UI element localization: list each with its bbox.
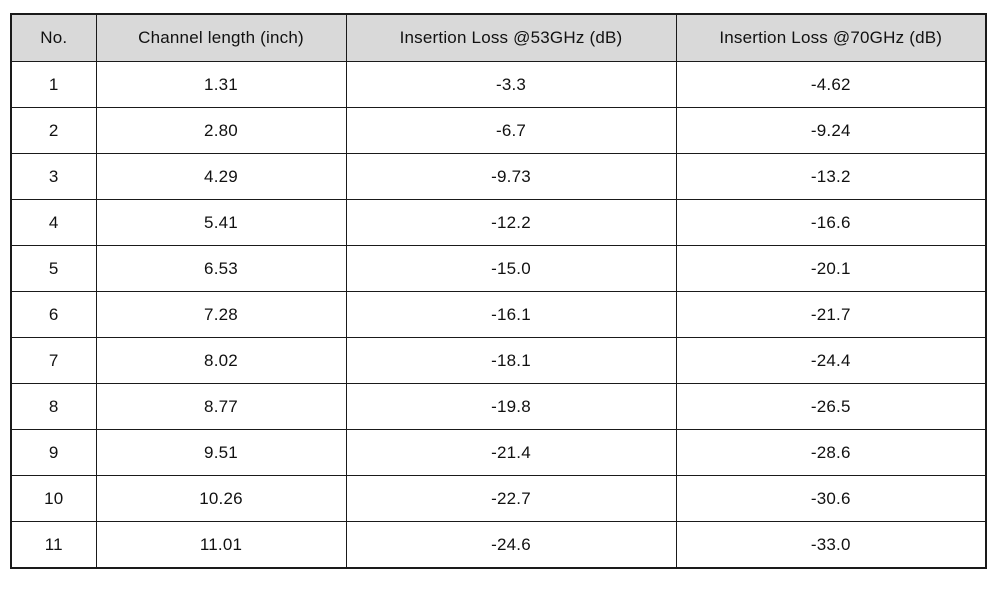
cell-il70: -20.1	[675, 245, 987, 292]
cell-il70: -26.5	[675, 383, 987, 430]
cell-il70: -16.6	[675, 199, 987, 246]
cell-no: 11	[10, 521, 97, 569]
insertion-loss-table: No. Channel length (inch) Insertion Loss…	[10, 13, 987, 569]
cell-il70: -28.6	[675, 429, 987, 476]
cell-no: 9	[10, 429, 97, 476]
table-row: 3 4.29 -9.73 -13.2	[10, 153, 987, 200]
table-header-row: No. Channel length (inch) Insertion Loss…	[10, 13, 987, 62]
table-row: 2 2.80 -6.7 -9.24	[10, 107, 987, 154]
table-row: 10 10.26 -22.7 -30.6	[10, 475, 987, 522]
table-row: 4 5.41 -12.2 -16.6	[10, 199, 987, 246]
table-row: 6 7.28 -16.1 -21.7	[10, 291, 987, 338]
cell-len: 4.29	[95, 153, 347, 200]
cell-no: 4	[10, 199, 97, 246]
cell-no: 3	[10, 153, 97, 200]
table-row: 1 1.31 -3.3 -4.62	[10, 61, 987, 108]
cell-il53: -19.8	[345, 383, 677, 430]
table-row: 9 9.51 -21.4 -28.6	[10, 429, 987, 476]
cell-len: 9.51	[95, 429, 347, 476]
table-row: 5 6.53 -15.0 -20.1	[10, 245, 987, 292]
table-row: 7 8.02 -18.1 -24.4	[10, 337, 987, 384]
cell-il70: -9.24	[675, 107, 987, 154]
insertion-loss-table-container: No. Channel length (inch) Insertion Loss…	[10, 13, 987, 569]
table-row: 11 11.01 -24.6 -33.0	[10, 521, 987, 569]
cell-il53: -3.3	[345, 61, 677, 108]
cell-no: 8	[10, 383, 97, 430]
cell-no: 7	[10, 337, 97, 384]
cell-il53: -6.7	[345, 107, 677, 154]
cell-il53: -15.0	[345, 245, 677, 292]
cell-il70: -13.2	[675, 153, 987, 200]
cell-il53: -18.1	[345, 337, 677, 384]
cell-il53: -22.7	[345, 475, 677, 522]
column-header-no: No.	[10, 13, 97, 62]
cell-len: 6.53	[95, 245, 347, 292]
cell-len: 1.31	[95, 61, 347, 108]
cell-no: 1	[10, 61, 97, 108]
cell-no: 6	[10, 291, 97, 338]
cell-il70: -33.0	[675, 521, 987, 569]
cell-len: 7.28	[95, 291, 347, 338]
column-header-insertion-loss-70ghz: Insertion Loss @70GHz (dB)	[675, 13, 987, 62]
cell-il53: -21.4	[345, 429, 677, 476]
cell-il53: -12.2	[345, 199, 677, 246]
column-header-insertion-loss-53ghz: Insertion Loss @53GHz (dB)	[345, 13, 677, 62]
cell-no: 2	[10, 107, 97, 154]
cell-len: 10.26	[95, 475, 347, 522]
cell-il70: -24.4	[675, 337, 987, 384]
cell-il70: -21.7	[675, 291, 987, 338]
cell-no: 10	[10, 475, 97, 522]
cell-il53: -24.6	[345, 521, 677, 569]
cell-il53: -16.1	[345, 291, 677, 338]
cell-len: 11.01	[95, 521, 347, 569]
cell-il70: -30.6	[675, 475, 987, 522]
column-header-channel-length: Channel length (inch)	[95, 13, 347, 62]
cell-len: 2.80	[95, 107, 347, 154]
cell-il53: -9.73	[345, 153, 677, 200]
cell-no: 5	[10, 245, 97, 292]
table-row: 8 8.77 -19.8 -26.5	[10, 383, 987, 430]
cell-len: 8.77	[95, 383, 347, 430]
cell-len: 8.02	[95, 337, 347, 384]
cell-len: 5.41	[95, 199, 347, 246]
cell-il70: -4.62	[675, 61, 987, 108]
